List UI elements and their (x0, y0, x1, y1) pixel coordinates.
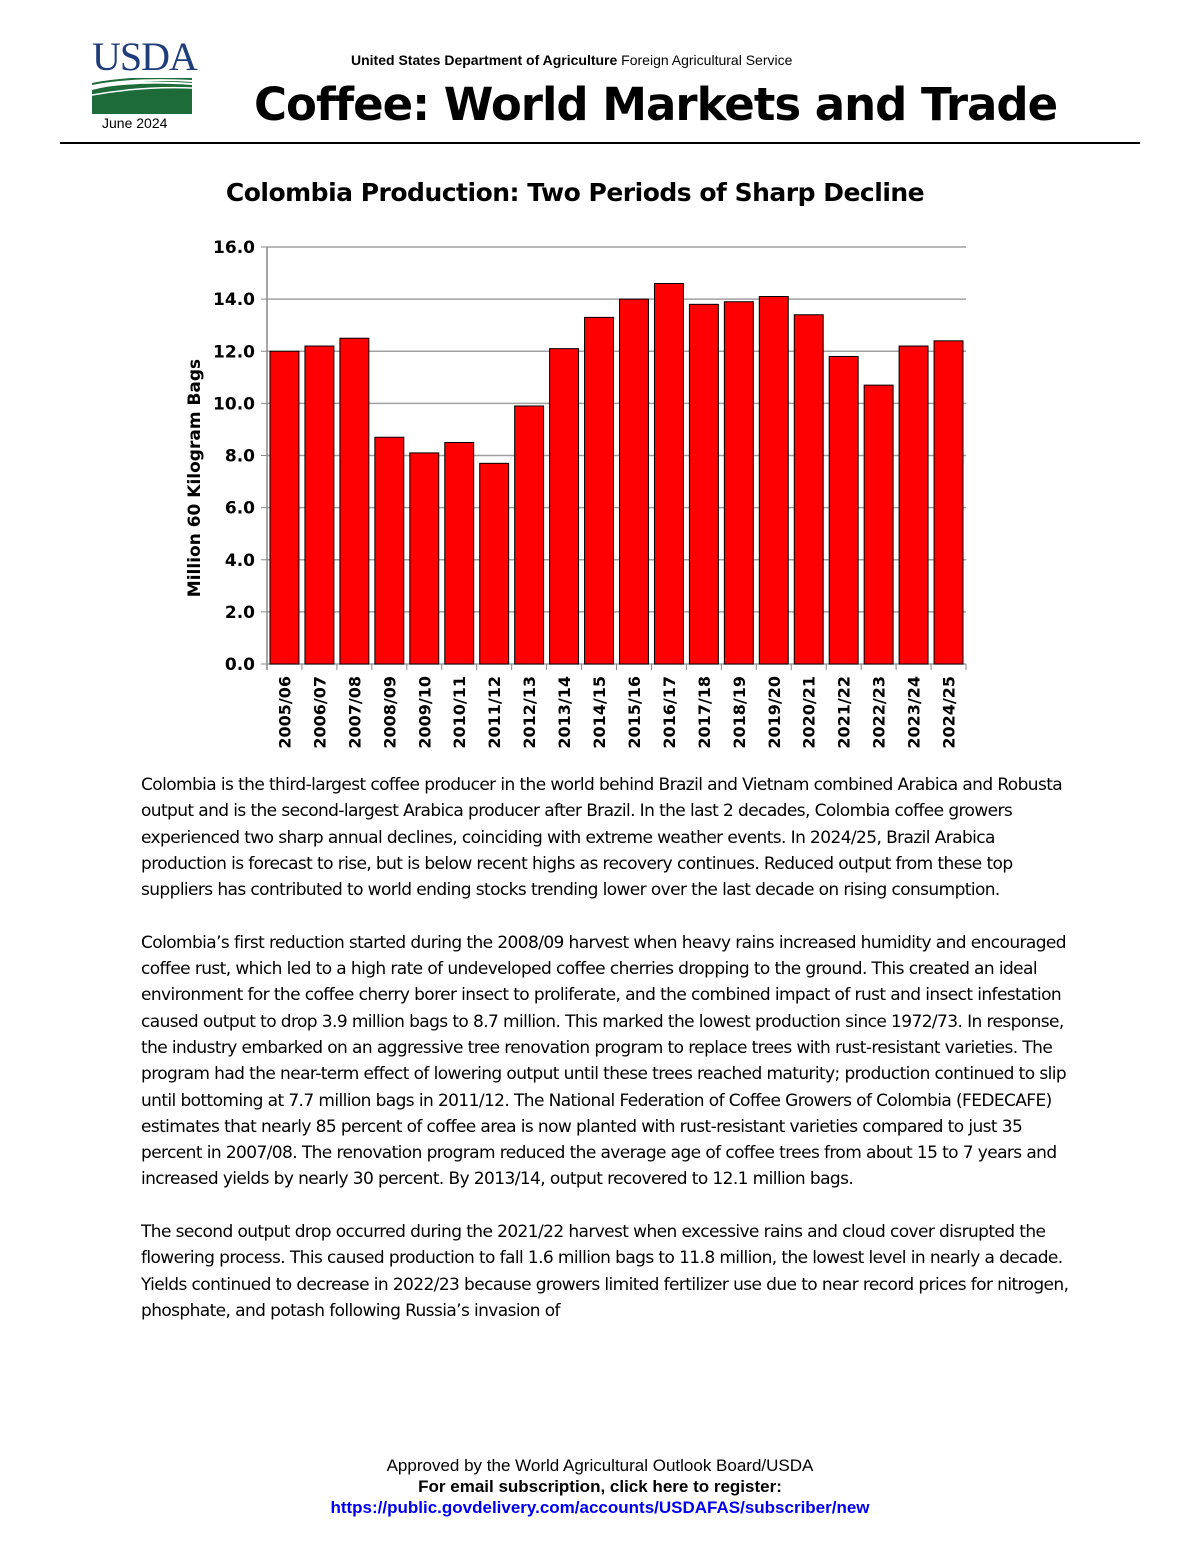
bar (898, 345, 929, 665)
y-tick-label: 8.0 (225, 447, 255, 467)
bar (653, 282, 684, 665)
bar (479, 462, 510, 665)
bar (723, 301, 754, 665)
x-tick-label: 2009/10 (415, 676, 434, 749)
logo-text: USDA (92, 34, 198, 79)
y-tick-label: 2.0 (225, 603, 255, 623)
subscribe-link[interactable]: https://public.govdelivery.com/accounts/… (330, 1498, 870, 1517)
x-tick-label: 2011/12 (485, 676, 504, 749)
x-tick-label: 2016/17 (660, 676, 679, 749)
report-title: Coffee: World Markets and Trade (254, 78, 1058, 131)
bar (863, 384, 894, 665)
bar (304, 345, 335, 665)
bar-chart: 0.0 2.0 4.0 6.0 8.0 10.0 12.0 14.0 16.0 2005/06 20… (185, 238, 967, 749)
x-tick-label: 2014/15 (590, 676, 609, 749)
bar (549, 348, 580, 665)
x-tick-label: 2017/18 (695, 676, 714, 749)
x-tick-label: 2010/11 (450, 676, 469, 749)
x-tick-label: 2019/20 (765, 676, 784, 749)
x-tick-label: 2024/25 (940, 676, 959, 749)
x-tick-label: 2012/13 (520, 676, 539, 749)
x-tick-label: 2007/08 (345, 676, 364, 749)
bar (444, 441, 475, 665)
x-tick-label: 2015/16 (625, 676, 644, 749)
paragraph: Colombia is the third-largest coffee pro… (141, 775, 1063, 901)
x-tick-label: 2021/22 (835, 676, 854, 749)
footer: Approved by the World Agricultural Outlo… (0, 1455, 1200, 1518)
agency-name: United States Department of Agriculture (351, 52, 618, 68)
bar (758, 296, 789, 665)
x-tick-label: 2005/06 (275, 676, 294, 749)
x-tick-label: 2008/09 (380, 676, 399, 749)
x-tick-label: 2022/23 (870, 676, 889, 749)
bar (374, 436, 405, 665)
bar (584, 316, 614, 665)
bar (269, 350, 300, 665)
x-tick-label: 2006/07 (310, 676, 329, 749)
y-axis-label: Million 60 Kilogram Bags (185, 359, 205, 597)
bar (514, 405, 545, 665)
x-tick-label: 2020/21 (800, 676, 819, 749)
bar (933, 340, 964, 665)
y-tick-label: 0.0 (225, 655, 255, 675)
header-divider (60, 142, 1140, 144)
paragraph: The second output drop occurred during t… (141, 1222, 1069, 1321)
y-tick-label: 10.0 (213, 394, 255, 414)
y-tick-label: 12.0 (213, 342, 255, 362)
y-tick-label: 4.0 (225, 551, 255, 571)
report-date: June 2024 (102, 115, 168, 131)
y-tick-label: 16.0 (213, 238, 255, 258)
bar (409, 452, 440, 665)
approval-note: Approved by the World Agricultural Outlo… (386, 1456, 814, 1475)
usda-logo: USDA (92, 34, 198, 114)
x-tick-label: 2023/24 (905, 676, 924, 749)
agency-service: Foreign Agricultural Service (617, 52, 793, 68)
usda-landscape-icon (92, 78, 192, 114)
chart-title: Colombia Production: Two Periods of Shar… (225, 178, 925, 207)
bar (688, 303, 719, 665)
agency-line: United States Department of Agriculture … (351, 52, 792, 68)
bar (793, 314, 824, 665)
y-tick-label: 6.0 (225, 499, 255, 519)
x-tick-label: 2013/14 (555, 676, 574, 749)
bar (339, 337, 370, 665)
bar (619, 298, 649, 665)
body-text: Colombia is the third-largest coffee pro… (141, 772, 1081, 1351)
y-tick-label: 14.0 (213, 290, 255, 310)
subscribe-note: For email subscription, click here to re… (418, 1477, 782, 1496)
bar (828, 355, 859, 665)
paragraph: Colombia’s first reduction started durin… (141, 932, 1067, 1190)
x-tick-label: 2018/19 (730, 676, 749, 749)
